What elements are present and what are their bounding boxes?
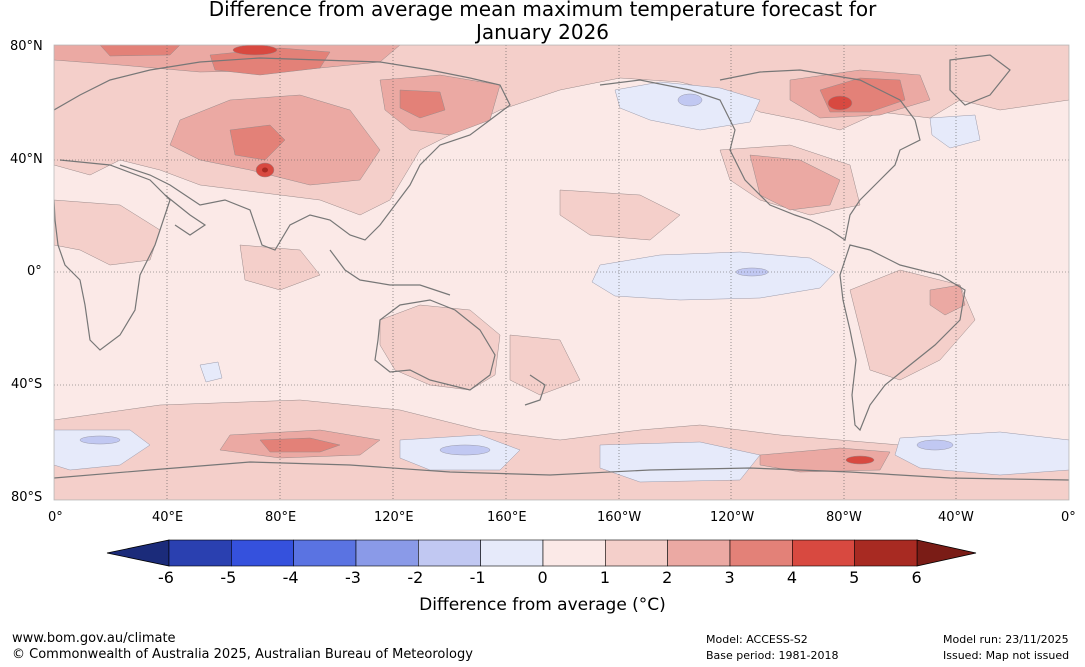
anomaly-neg2-neg1-regions (79, 93, 954, 456)
lat-label-equator: 0° (27, 264, 42, 279)
lon-label-0-left: 0° (48, 510, 63, 525)
lat-label-80n: 80°N (10, 39, 43, 54)
lon-label-40w: 40°W (938, 510, 974, 525)
colorbar-cell (168, 539, 232, 567)
colorbar-tick-label: 1 (599, 568, 611, 587)
footer-model-run: Model run: 23/11/2025 (943, 633, 1069, 646)
colorbar-cell (729, 539, 793, 567)
colorbar (106, 539, 977, 567)
colorbar-tick-label: -1 (469, 568, 486, 587)
colorbar-tick-label: -2 (407, 568, 424, 587)
coastlines (54, 54, 1069, 481)
colorbar-cell (480, 539, 544, 567)
colorbar-tick-label: -4 (282, 568, 299, 587)
footer-model: Model: ACCESS-S2 (706, 633, 808, 646)
colorbar-tick-label: 2 (662, 568, 673, 587)
lon-label-80e: 80°E (265, 510, 297, 525)
colorbar-cell (854, 539, 918, 567)
lat-label-80s: 80°S (11, 490, 43, 505)
footer-issued: Issued: Map not issued (943, 649, 1070, 662)
lon-label-0-right: 0° (1061, 510, 1076, 525)
footer-copyright: © Commonwealth of Australia 2025, Austra… (12, 647, 473, 662)
colorbar-lower-arrow (106, 539, 170, 567)
colorbar-tick-label: 0 (537, 568, 548, 587)
colorbar-label: Difference from average (°C) (419, 595, 666, 615)
colorbar-cell (792, 539, 855, 567)
lon-label-120e: 120°E (374, 510, 414, 525)
colorbar-cell (293, 539, 357, 567)
colorbar-tick-label: -6 (158, 568, 174, 587)
colorbar-tick-label: 6 (911, 568, 922, 587)
lon-label-80w: 80°W (826, 510, 862, 525)
map-title-line2: January 2026 (475, 20, 610, 44)
colorbar-tick-label: 4 (786, 568, 798, 587)
colorbar-tick-label: -3 (345, 568, 361, 587)
footer-base-period: Base period: 1981-2018 (706, 649, 839, 662)
lat-label-40s: 40°S (11, 377, 43, 392)
anomaly-5-6-spot (262, 167, 268, 173)
lat-label-40n: 40°N (10, 152, 43, 167)
anomaly-4-5-regions (232, 45, 875, 465)
colorbar-cell (418, 539, 481, 567)
colorbar-tick-label: 3 (724, 568, 735, 587)
lon-label-160w: 160°W (597, 510, 642, 525)
colorbar-tick-label: 5 (849, 568, 860, 587)
graticule (54, 45, 1069, 500)
colorbar-cell (542, 539, 606, 567)
lon-label-40e: 40°E (152, 510, 184, 525)
lon-label-120w: 120°W (710, 510, 755, 525)
map-canvas (54, 45, 1069, 500)
colorbar-cell (605, 539, 668, 567)
colorbar-upper-arrow (916, 539, 977, 567)
colorbar-cell (667, 539, 731, 567)
map-title-line1: Difference from average mean maximum tem… (208, 0, 877, 21)
map-frame (53, 44, 1070, 501)
colorbar-tick-label: -5 (220, 568, 237, 587)
footer-website: www.bom.gov.au/climate (12, 631, 176, 646)
colorbar-cell (355, 539, 419, 567)
colorbar-cell (231, 539, 294, 567)
lon-label-160e: 160°E (487, 510, 527, 525)
